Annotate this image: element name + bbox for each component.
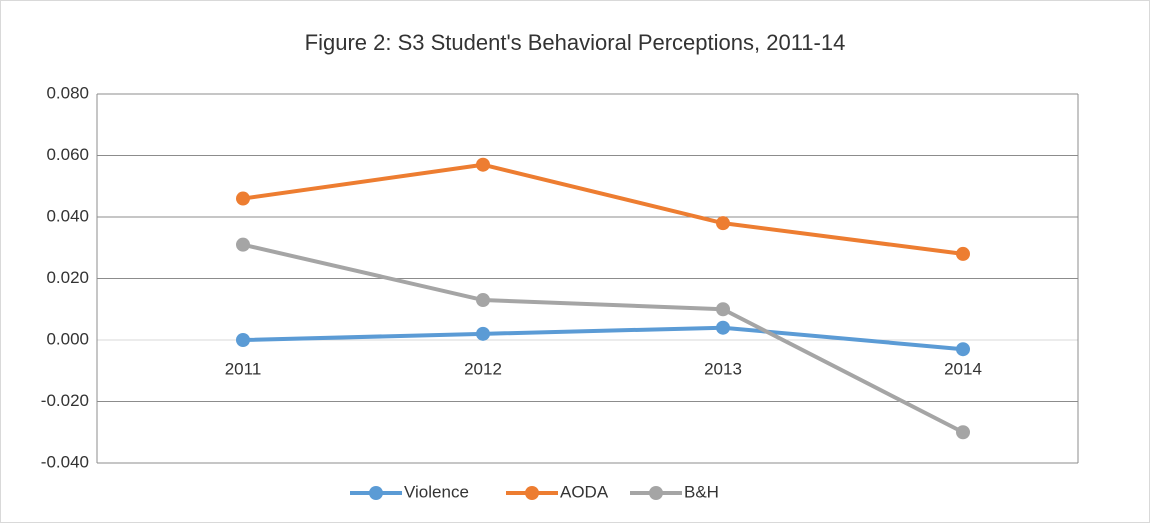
data-point: [956, 342, 970, 357]
y-tick-label: 0.020: [46, 268, 89, 287]
y-tick-label: 0.060: [46, 145, 89, 164]
series-line: [242, 162, 964, 256]
legend-label: AODA: [560, 482, 609, 501]
data-point: [236, 191, 250, 206]
x-tick-label: 2011: [225, 359, 262, 378]
x-tick-label: 2014: [944, 359, 982, 378]
y-tick-label: 0.000: [46, 329, 89, 348]
y-tick-label: -0.040: [41, 452, 89, 471]
series-line: [242, 325, 964, 352]
legend-label: Violence: [404, 482, 469, 501]
y-tick-label: -0.020: [41, 391, 89, 410]
chart-title: Figure 2: S3 Student's Behavioral Percep…: [305, 30, 846, 55]
y-tick-label: 0.080: [46, 83, 89, 102]
series-line: [242, 242, 964, 435]
data-point: [236, 237, 250, 252]
legend-marker: [649, 486, 663, 500]
data-point: [956, 246, 970, 261]
data-point: [956, 425, 970, 440]
data-point: [716, 320, 730, 335]
data-point: [236, 333, 250, 347]
data-point: [476, 326, 490, 341]
y-tick-label: 0.040: [46, 206, 89, 225]
legend-label: B&H: [684, 482, 719, 501]
x-tick-label: 2012: [464, 359, 502, 378]
legend-marker: [369, 486, 383, 500]
data-point: [476, 157, 490, 172]
x-tick-label: 2013: [704, 359, 742, 378]
data-point: [716, 216, 730, 231]
legend-marker: [525, 486, 539, 500]
data-point: [476, 293, 490, 308]
data-point: [716, 302, 730, 317]
